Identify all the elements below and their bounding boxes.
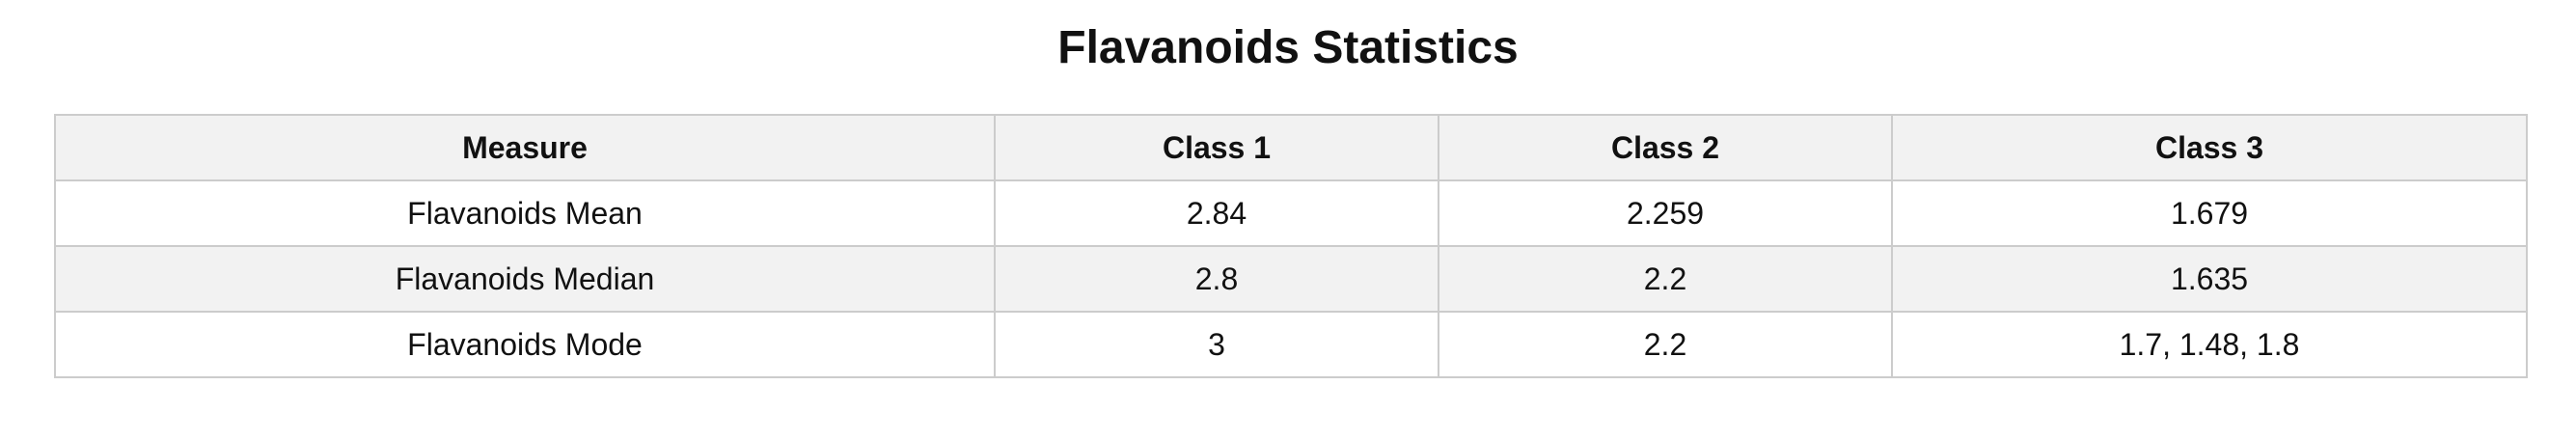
table-row: Flavanoids Median 2.8 2.2 1.635 <box>54 245 2528 313</box>
statistics-table: Measure Class 1 Class 2 Class 3 Flavanoi… <box>54 114 2528 378</box>
table-row: Flavanoids Mean 2.84 2.259 1.679 <box>54 179 2528 247</box>
cell-median-class-2: 2.2 <box>1438 245 1893 313</box>
cell-mean-class-2: 2.259 <box>1438 179 1893 247</box>
header-measure: Measure <box>54 114 996 181</box>
row-label-mean: Flavanoids Mean <box>54 179 996 247</box>
cell-mode-class-1: 3 <box>994 311 1439 378</box>
cell-median-class-1: 2.8 <box>994 245 1439 313</box>
table-row: Flavanoids Mode 3 2.2 1.7, 1.48, 1.8 <box>54 311 2528 378</box>
header-class-2: Class 2 <box>1438 114 1893 181</box>
header-class-3: Class 3 <box>1891 114 2528 181</box>
page-title: Flavanoids Statistics <box>1057 22 1519 73</box>
table-header-row: Measure Class 1 Class 2 Class 3 <box>54 114 2528 181</box>
cell-mode-class-2: 2.2 <box>1438 311 1893 378</box>
row-label-median: Flavanoids Median <box>54 245 996 313</box>
cell-mean-class-1: 2.84 <box>994 179 1439 247</box>
cell-mean-class-3: 1.679 <box>1891 179 2528 247</box>
header-class-1: Class 1 <box>994 114 1439 181</box>
cell-mode-class-3: 1.7, 1.48, 1.8 <box>1891 311 2528 378</box>
cell-median-class-3: 1.635 <box>1891 245 2528 313</box>
row-label-mode: Flavanoids Mode <box>54 311 996 378</box>
